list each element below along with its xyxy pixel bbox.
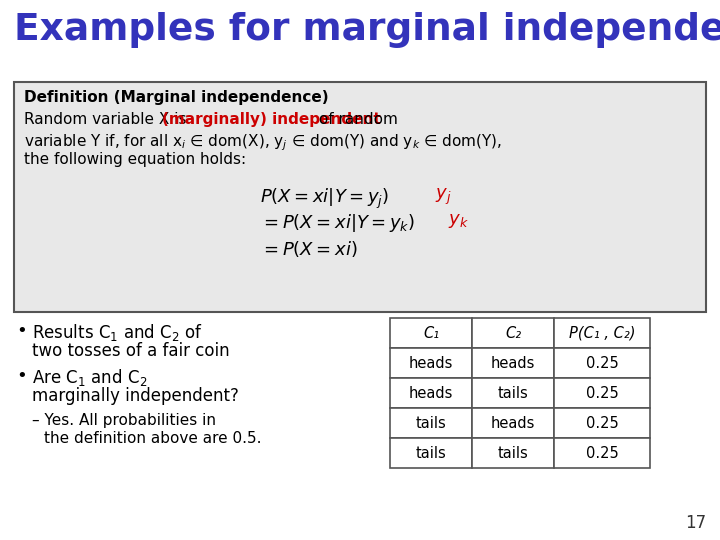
Text: •: • (16, 367, 27, 385)
Text: the definition above are 0.5.: the definition above are 0.5. (44, 431, 261, 446)
Text: tails: tails (415, 446, 446, 461)
Text: tails: tails (498, 446, 528, 461)
Text: heads: heads (491, 355, 535, 370)
Bar (472, 348, 554, 378)
Text: (marginally) independent: (marginally) independent (162, 112, 381, 127)
Bar (554, 378, 650, 408)
Text: Random variable X is: Random variable X is (24, 112, 192, 127)
Text: $= P(X = xi|Y = y_k)$: $= P(X = xi|Y = y_k)$ (260, 212, 415, 234)
Bar (390, 378, 472, 408)
Text: 0.25: 0.25 (585, 446, 618, 461)
Bar (390, 408, 472, 438)
Bar (390, 438, 472, 468)
Text: P(C₁ , C₂): P(C₁ , C₂) (569, 326, 635, 341)
Text: marginally independent?: marginally independent? (32, 387, 239, 405)
Text: heads: heads (491, 415, 535, 430)
Text: heads: heads (409, 355, 453, 370)
Bar (554, 318, 650, 348)
Text: two tosses of a fair coin: two tosses of a fair coin (32, 342, 230, 360)
Bar (472, 378, 554, 408)
Text: 0.25: 0.25 (585, 415, 618, 430)
Text: tails: tails (415, 415, 446, 430)
Bar (472, 318, 554, 348)
Bar (554, 348, 650, 378)
Text: $y_k$: $y_k$ (448, 212, 469, 230)
Text: •: • (16, 322, 27, 340)
Text: – Yes. All probabilities in: – Yes. All probabilities in (32, 413, 216, 428)
Bar (390, 318, 472, 348)
Text: C₂: C₂ (505, 326, 521, 341)
Text: Are C$_1$ and C$_2$: Are C$_1$ and C$_2$ (32, 367, 148, 388)
Text: heads: heads (409, 386, 453, 401)
Bar (14, 82, 706, 312)
Text: C₁: C₁ (423, 326, 439, 341)
Bar (472, 408, 554, 438)
Text: 0.25: 0.25 (585, 386, 618, 401)
Bar (390, 348, 472, 378)
Text: Definition (Marginal independence): Definition (Marginal independence) (24, 90, 328, 105)
Text: $= P(X = xi)$: $= P(X = xi)$ (260, 239, 358, 259)
Bar (554, 438, 650, 468)
Text: 0.25: 0.25 (585, 355, 618, 370)
Bar (472, 438, 554, 468)
Text: of random: of random (314, 112, 398, 127)
Text: tails: tails (498, 386, 528, 401)
Text: Examples for marginal independence: Examples for marginal independence (14, 12, 720, 48)
Text: $P(X = xi|Y = y_j)$: $P(X = xi|Y = y_j)$ (260, 187, 390, 211)
Text: the following equation holds:: the following equation holds: (24, 152, 246, 167)
Bar (554, 408, 650, 438)
Text: Results C$_1$ and C$_2$ of: Results C$_1$ and C$_2$ of (32, 322, 203, 343)
Text: 17: 17 (685, 514, 706, 532)
Text: $y_j$: $y_j$ (435, 187, 451, 207)
Text: variable Y if, for all x$_i$ ∈ dom(X), y$_j$ ∈ dom(Y) and y$_k$ ∈ dom(Y),: variable Y if, for all x$_i$ ∈ dom(X), y… (24, 132, 502, 153)
